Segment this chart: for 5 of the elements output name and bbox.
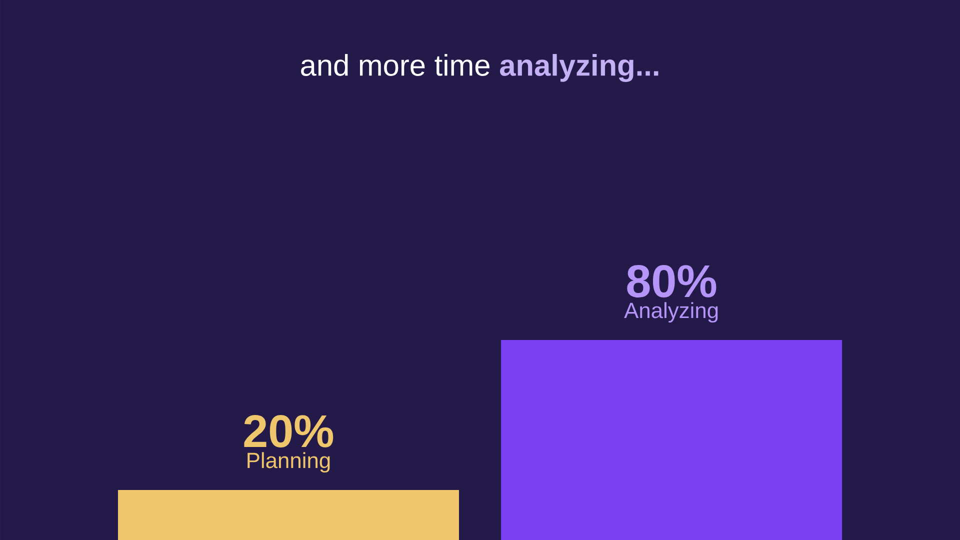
x-tick-label: Analyzing [624, 302, 718, 323]
data-label: 20% [244, 415, 334, 448]
chart-title: and more time analyzing... [301, 54, 658, 82]
data-label: 80% [627, 265, 716, 298]
x-tick-label: Planning [248, 452, 330, 473]
